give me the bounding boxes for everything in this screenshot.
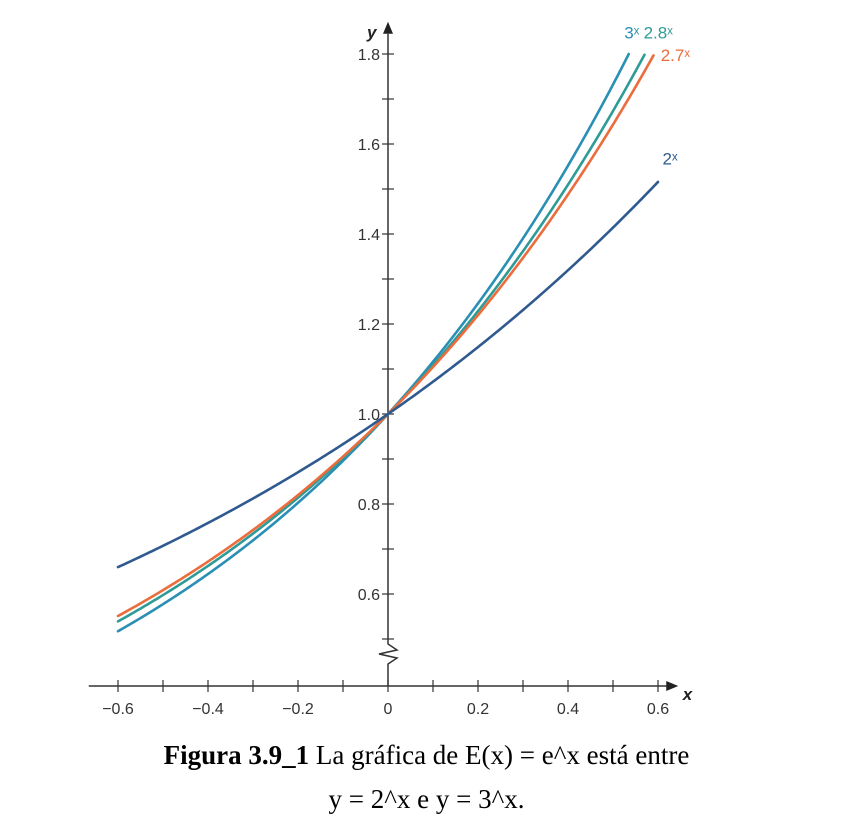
x-tick-label: −0.2: [282, 701, 314, 718]
series-label-3: 2ˣ: [663, 149, 678, 168]
x-tick-label: 0: [384, 701, 393, 718]
figure-number: Figura 3.9_1: [163, 740, 310, 770]
figure-caption-line-2: y = 2^x e y = 3^x.: [0, 784, 853, 815]
caption-text-2: y = 2^x e y = 3^x.: [328, 784, 525, 814]
figure-caption-line-1: Figura 3.9_1 La gráfica de E(x) = e^x es…: [0, 740, 853, 771]
x-axis-arrow: [666, 681, 679, 691]
series-layer: 3ˣ 2.8ˣ 2.7ˣ 2ˣ: [116, 23, 691, 633]
series-label-1: 2.8ˣ: [644, 23, 674, 42]
series-label-0: 3ˣ: [624, 23, 639, 42]
y-axis: [378, 33, 399, 686]
x-tick-label: −0.4: [192, 701, 224, 718]
x-tick-label: 0.4: [557, 701, 579, 718]
y-tick-label: 1.6: [358, 137, 380, 154]
series-label-2: 2.7ˣ: [661, 46, 691, 65]
x-tick-label: 0.6: [647, 701, 669, 718]
tick-labels: −0.6 −0.4 −0.2 0 0.2 0.4 0.6 0.6 0.8 1.0 1.2 1.4 1.6…: [102, 47, 669, 718]
x-tick-label: 0.2: [467, 701, 489, 718]
series-line-3: [116, 180, 660, 569]
y-tick-label: 1.4: [358, 227, 380, 244]
y-tick-label: 1.8: [358, 47, 380, 64]
x-tick-label: −0.6: [102, 701, 134, 718]
x-axis-label: x: [682, 685, 694, 704]
y-tick-label: 1.2: [358, 317, 380, 334]
y-tick-label: 1.0: [358, 407, 380, 424]
y-tick-label: 0.6: [358, 587, 380, 604]
y-axis-arrow: [383, 21, 393, 34]
y-axis-label: y: [366, 23, 378, 42]
series-line-2: [116, 54, 655, 618]
series-line-1: [116, 53, 646, 623]
y-tick-label: 0.8: [358, 497, 380, 514]
caption-text: La gráfica de E(x) = e^x está entre: [309, 740, 690, 770]
exponential-chart: 3ˣ 2.8ˣ 2.7ˣ 2ˣ −0.6 −0.4 −0.2 0 0.2 0.4 0.6 0.6 0.…: [88, 21, 694, 718]
